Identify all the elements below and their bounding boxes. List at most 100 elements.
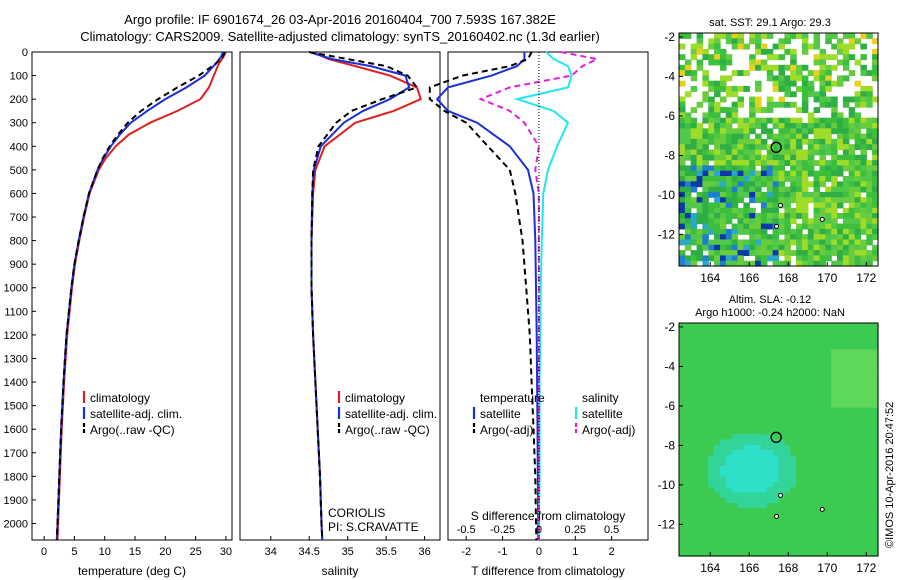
heatmap-cell <box>679 444 686 451</box>
heatmap-cell <box>702 391 709 398</box>
heatmap-cell <box>760 138 768 145</box>
heatmap-cell <box>866 497 873 504</box>
heatmap-cell <box>819 154 826 161</box>
heatmap-cell <box>842 492 850 499</box>
heatmap-cell <box>720 418 727 425</box>
heatmap-cell <box>872 138 879 145</box>
heatmap-cell <box>860 360 867 366</box>
heatmap-cell <box>737 197 744 204</box>
heatmap-cell <box>725 418 733 425</box>
heatmap-cell <box>790 428 797 435</box>
heatmap-cell <box>778 170 785 177</box>
heatmap-cell <box>848 186 856 193</box>
heatmap-cell <box>696 207 704 214</box>
heatmap-cell <box>725 197 733 204</box>
heatmap-cell <box>749 376 756 382</box>
heatmap-cell <box>749 349 756 356</box>
heatmap-cell <box>825 170 832 177</box>
heatmap-cell <box>714 418 721 425</box>
heatmap-cell <box>825 344 832 351</box>
heatmap-cell <box>684 128 692 135</box>
heatmap-cell <box>807 508 815 515</box>
heatmap-cell <box>725 144 733 151</box>
heatmap-cell <box>872 418 879 425</box>
heatmap-cell <box>684 239 692 246</box>
heatmap-cell <box>807 250 815 256</box>
heatmap-cell <box>801 86 809 92</box>
heatmap-cell <box>766 455 774 462</box>
heatmap-cell <box>819 370 826 377</box>
heatmap-cell <box>690 48 698 55</box>
heatmap-cell <box>760 107 768 113</box>
heatmap-cell <box>737 508 744 515</box>
heatmap-cell <box>825 186 832 193</box>
heatmap-cell <box>731 154 739 161</box>
heatmap-cell <box>831 476 838 483</box>
heatmap-cell <box>790 471 797 478</box>
heatmap-cell <box>725 228 733 235</box>
heatmap-cell <box>702 481 709 488</box>
heatmap-cell <box>766 165 774 172</box>
plot-frame <box>31 51 233 541</box>
heatmap-cell <box>831 365 838 372</box>
heatmap-cell <box>731 234 739 241</box>
heatmap-cell <box>872 197 879 204</box>
heatmap-cell <box>731 239 739 246</box>
heatmap-cell <box>837 518 844 525</box>
heatmap-cell <box>848 213 856 219</box>
heatmap-cell <box>720 138 727 145</box>
heatmap-cell <box>784 397 791 403</box>
heatmap-cell <box>825 250 832 256</box>
heatmap-cell <box>690 455 698 462</box>
heatmap-cell <box>679 96 686 103</box>
heatmap-cell <box>725 540 733 546</box>
heatmap-cell <box>749 423 756 430</box>
heatmap-cell <box>790 75 797 82</box>
heatmap-cell <box>743 323 750 329</box>
heatmap-cell <box>842 154 850 161</box>
heatmap-cell <box>813 91 821 98</box>
heatmap-cell <box>696 428 704 435</box>
heatmap-cell <box>837 80 844 87</box>
heatmap-cell <box>784 202 791 209</box>
heatmap-cell <box>684 244 692 251</box>
x-tick-label: 168 <box>778 561 798 575</box>
heatmap-cell <box>784 197 791 204</box>
heatmap-cell <box>690 133 698 140</box>
heatmap-cell <box>749 413 756 419</box>
heatmap-cell <box>690 154 698 161</box>
heatmap-cell <box>796 487 803 494</box>
heatmap-cell <box>731 397 739 403</box>
heatmap-cell <box>866 413 873 419</box>
heatmap-cell <box>854 260 862 267</box>
heatmap-cell <box>801 497 809 504</box>
heatmap-cell <box>749 492 756 499</box>
heatmap-cell <box>796 545 803 552</box>
heatmap-cell <box>796 518 803 525</box>
heatmap-cell <box>743 518 750 525</box>
heatmap-cell <box>760 508 768 515</box>
heatmap-cell <box>731 228 739 235</box>
heatmap-cell <box>679 428 686 435</box>
heatmap-cell <box>684 70 692 76</box>
heatmap-cell <box>825 123 832 129</box>
heatmap-cell <box>790 466 797 472</box>
heatmap-cell <box>690 250 698 256</box>
heatmap-cell <box>684 450 692 456</box>
heatmap-cell <box>842 354 850 361</box>
heatmap-cell <box>825 534 832 541</box>
heatmap-cell <box>848 144 856 151</box>
heatmap-cell <box>755 107 762 113</box>
heatmap-cell <box>755 466 762 472</box>
heatmap-cell <box>760 428 768 435</box>
heatmap-cell <box>801 476 809 483</box>
heatmap-cell <box>755 407 762 414</box>
heatmap-cell <box>837 529 844 536</box>
heatmap-cell <box>790 503 797 509</box>
heatmap-cell <box>825 328 832 335</box>
heatmap-cell <box>784 444 791 451</box>
salinity-panel: 34 34.5 35 35.5 36salinityclimatologysatelli… <box>239 51 441 578</box>
heatmap-cell <box>854 439 862 446</box>
heatmap-cell <box>837 202 844 209</box>
heatmap-cell <box>731 439 739 446</box>
